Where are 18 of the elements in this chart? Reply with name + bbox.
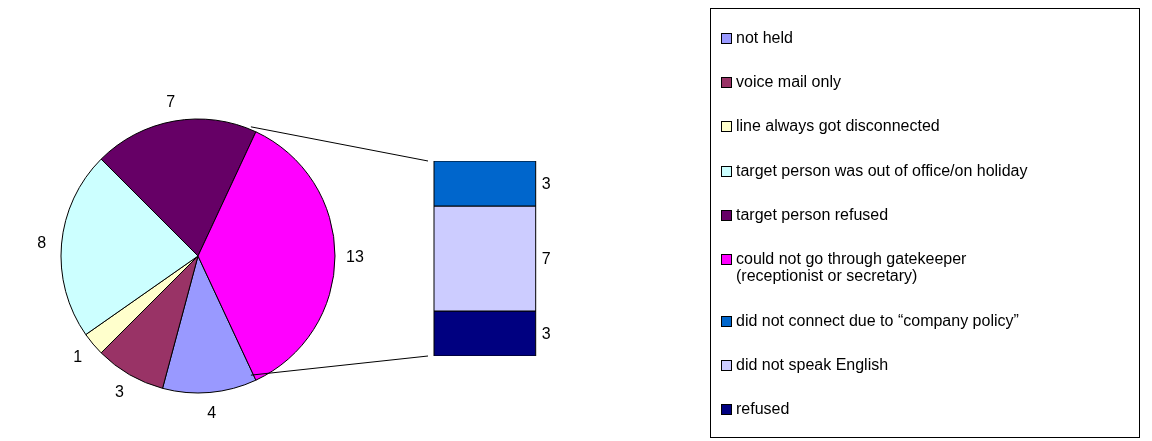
data-label: 13 [346, 247, 364, 265]
data-label: 3 [541, 325, 551, 342]
legend-label: target person was out of office/on holiday [736, 161, 1029, 179]
legend-label: line always got disconnected [736, 117, 941, 135]
data-label: 7 [166, 92, 176, 110]
data-label: 1 [73, 348, 83, 366]
legend-label: not held [736, 28, 794, 46]
legend-label: did not speak English [736, 355, 890, 373]
data-label: 3 [115, 383, 125, 401]
data-label: 8 [37, 233, 47, 251]
data-label: 3 [541, 175, 551, 192]
data-label: 4 [207, 403, 217, 421]
legend-label: refused [736, 400, 791, 418]
legend-label: did not connect due to “company policy” [736, 311, 1020, 329]
legend-label: could not go through gatekeeper (receptionist or secretary) [736, 250, 968, 285]
legend-label: target person refused [736, 205, 890, 223]
legend-label: voice mail only [736, 72, 842, 90]
data-label: 7 [541, 250, 551, 267]
